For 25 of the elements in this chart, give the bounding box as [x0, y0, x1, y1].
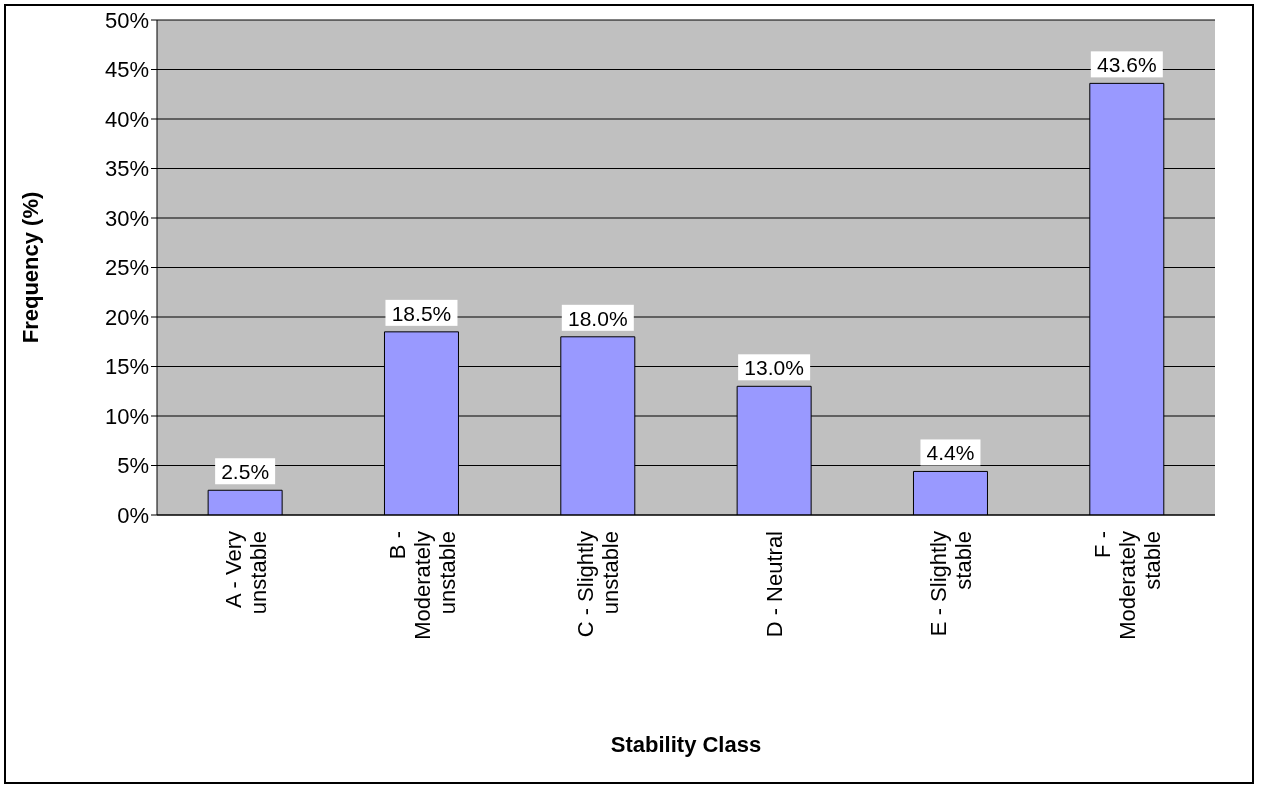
y-tick-label: 5% — [117, 453, 149, 479]
x-tick-label: F - Moderately stable — [1089, 531, 1165, 640]
y-tick-label: 15% — [104, 354, 149, 380]
x-axis-title: Stability Class — [610, 732, 762, 757]
x-tick-label: E - Slightly stable — [926, 531, 976, 637]
y-axis-title: Frequency (%) — [17, 191, 43, 344]
x-tick-label: C - Slightly unstable — [573, 531, 624, 638]
y-tick-label: 20% — [104, 304, 149, 330]
x-tick-label: D - Neutral — [762, 531, 788, 638]
data-label: 13.0% — [744, 356, 804, 380]
x-tick-label: A - Very unstable — [220, 531, 271, 615]
data-label: 18.5% — [391, 301, 452, 325]
y-tick-label: 40% — [104, 106, 149, 132]
y-tick-label: 30% — [104, 205, 149, 231]
data-label: 43.6% — [1097, 53, 1157, 77]
y-tick-label: 45% — [104, 57, 149, 83]
y-tick-label: 25% — [104, 255, 149, 281]
data-label: 2.5% — [221, 460, 270, 484]
y-tick-label: 10% — [104, 403, 149, 429]
y-tick-label: 0% — [117, 502, 149, 528]
data-label: 18.0% — [568, 306, 628, 330]
x-tick-label: B - Moderately unstable — [384, 531, 460, 640]
data-label: 4.4% — [926, 441, 975, 465]
y-tick-label: 50% — [104, 7, 149, 33]
y-tick-label: 35% — [104, 156, 149, 182]
